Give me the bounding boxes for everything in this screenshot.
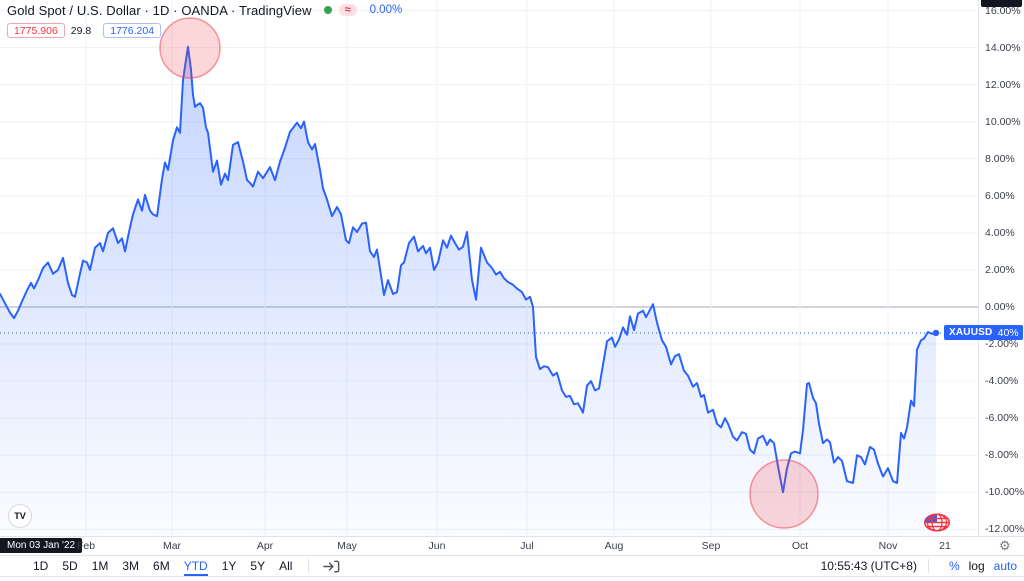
time-axis-label: Aug	[604, 540, 624, 552]
globe-flag-icon[interactable]	[923, 513, 951, 532]
crosshair-price-badge	[981, 0, 1022, 7]
spread-value: 29.8	[70, 24, 92, 37]
chart-legend: Gold Spot / U.S. Dollar · 1D · OANDA · T…	[7, 3, 402, 38]
range-label: 1M	[91, 559, 109, 573]
price-axis[interactable]: -1.40% 16.00% 14.00% 12.00% 10.00% 8.00% 6.00…	[978, 0, 1024, 536]
ask-value-badge: 1776.204	[103, 23, 162, 38]
range-label: 1D	[33, 559, 49, 573]
price-axis-label: -12.00%	[985, 523, 1024, 536]
range-5D[interactable]: 5D	[55, 557, 84, 575]
area-fill	[0, 46, 936, 536]
time-axis-label: Jun	[428, 540, 446, 552]
time-axis-label: Feb	[76, 540, 96, 552]
bottom-toolbar: 1D 5D 1M 3M 6M YTD 1Y 5Y All 10:55:43 (UTC+8) % …	[0, 555, 1024, 577]
market-status-dot-icon	[323, 6, 332, 14]
time-axis-label: Nov	[878, 540, 898, 552]
price-line	[0, 45, 937, 494]
time-axis-label: 21	[939, 540, 951, 552]
price-axis-label: 0.00%	[985, 301, 1015, 313]
percent-scale-button[interactable]: %	[948, 559, 960, 573]
chart-plot-area[interactable]: Gold Spot / U.S. Dollar · 1D · OANDA · T…	[0, 0, 998, 536]
divider	[308, 559, 310, 573]
hot-symbol-icon: ≈	[338, 4, 357, 16]
time-axis-label: Mar	[162, 540, 182, 552]
last-point-dot	[932, 329, 940, 337]
bid-value-badge: 1775.906	[7, 23, 65, 38]
range-label: 3M	[122, 559, 140, 573]
range-selector: 1D 5D 1M 3M 6M YTD 1Y 5Y All	[26, 556, 345, 576]
range-1D[interactable]: 1D	[26, 557, 55, 575]
range-1Y[interactable]: 1Y	[215, 557, 244, 575]
divider	[927, 559, 929, 573]
highlight-circle-annotation	[159, 17, 221, 79]
price-axis-label: 8.00%	[985, 152, 1015, 165]
time-axis-label: Sep	[701, 540, 721, 552]
price-axis-label: 10.00%	[985, 115, 1021, 128]
time-axis-label: Jul	[520, 540, 534, 552]
toolbar-right: 10:55:43 (UTC+8) % log auto	[821, 556, 1017, 576]
range-All[interactable]: All	[272, 557, 299, 575]
log-scale-button[interactable]: log	[968, 559, 985, 573]
range-label: 1Y	[221, 559, 237, 573]
range-5Y[interactable]: 5Y	[243, 557, 272, 575]
range-1M[interactable]: 1M	[85, 557, 116, 575]
tradingview-logo[interactable]: TV	[8, 504, 32, 528]
price-axis-label: -6.00%	[985, 412, 1019, 425]
range-label: 5D	[62, 559, 78, 573]
symbol-title[interactable]: Gold Spot / U.S. Dollar · 1D · OANDA · T…	[7, 2, 312, 18]
price-axis-label: 16.00%	[985, 4, 1021, 17]
price-axis-label: -4.00%	[985, 375, 1019, 388]
price-axis-label: 12.00%	[985, 78, 1021, 91]
price-axis-label: 6.00%	[985, 189, 1015, 202]
range-3M[interactable]: 3M	[115, 557, 146, 575]
crosshair-date-badge: Mon 03 Jan '22	[0, 538, 83, 553]
price-axis-label: -10.00%	[985, 486, 1024, 499]
go-to-date-icon	[323, 560, 340, 572]
price-chart[interactable]	[0, 0, 978, 536]
price-axis-label: -2.00%	[985, 338, 1019, 351]
change-percent-value: 0.00%	[369, 4, 403, 16]
price-axis-label: -8.00%	[985, 449, 1019, 462]
time-axis[interactable]: Mon 03 Jan '22 ⚙ Feb Mar Apr May Jun Jul Aug Se…	[0, 536, 1024, 555]
range-label: 5Y	[250, 559, 266, 573]
clock[interactable]: 10:55:43 (UTC+8)	[820, 559, 917, 573]
range-6M[interactable]: 6M	[146, 557, 177, 575]
time-axis-label: Oct	[791, 540, 809, 552]
price-axis-label: 14.00%	[985, 41, 1021, 54]
range-label: YTD	[183, 559, 208, 576]
time-axis-label: Apr	[256, 540, 274, 552]
price-axis-label: 4.00%	[985, 226, 1015, 239]
auto-scale-button[interactable]: auto	[993, 559, 1017, 573]
price-axis-label: 2.00%	[985, 263, 1015, 276]
time-axis-label: May	[337, 540, 357, 552]
series-symbol-label: XAUUSD	[944, 325, 998, 340]
range-label: 6M	[153, 559, 170, 573]
range-YTD[interactable]: YTD	[177, 557, 215, 576]
gear-icon[interactable]: ⚙	[999, 538, 1011, 553]
go-to-date-button[interactable]	[318, 557, 345, 576]
range-label: All	[279, 559, 293, 573]
highlight-circle-annotation	[749, 459, 819, 529]
